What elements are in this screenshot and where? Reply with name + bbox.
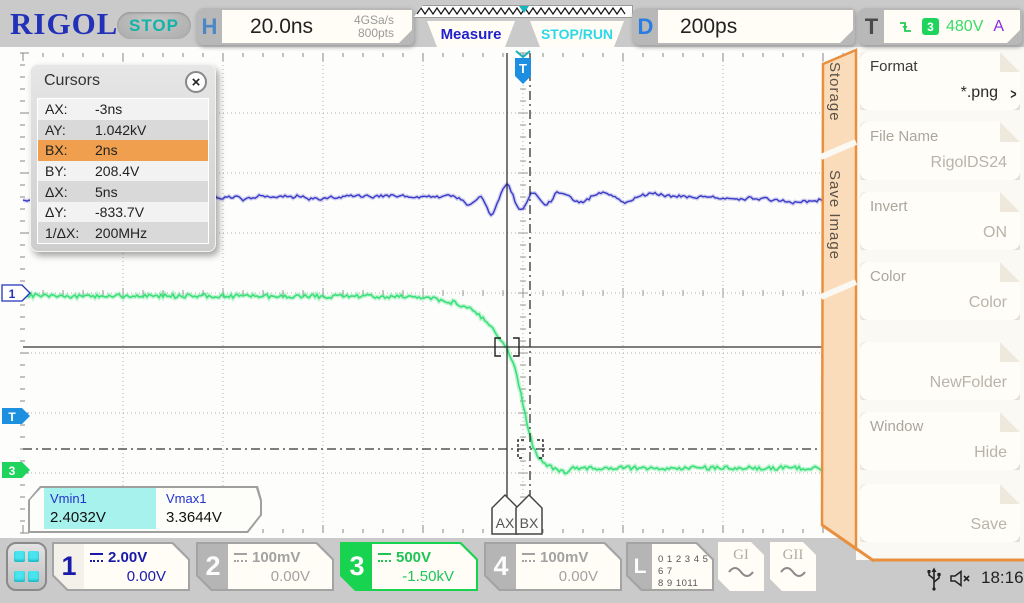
svg-text:T: T [519, 61, 527, 76]
logic-label: L [628, 544, 652, 589]
channel-2-badge[interactable]: 100mV 0.00V 2 [196, 542, 334, 591]
svg-text:T: T [8, 410, 16, 424]
sine-wave-icon [779, 564, 807, 578]
submenu-arrow-icon: > [1010, 86, 1017, 103]
cursor-b-bracket [517, 439, 544, 459]
channel-4-badge[interactable]: 100mV 0.00V 4 [484, 542, 622, 591]
dc-coupling-icon [234, 553, 247, 562]
generator-1-badge[interactable]: GI [718, 542, 764, 591]
tab-save-image[interactable]: Save Image [826, 170, 843, 261]
cursor-row-ax[interactable]: AX: -3ns [38, 99, 208, 120]
memory-position-bar[interactable] [413, 5, 633, 18]
channel-offset: 0.00V [270, 568, 310, 585]
clock: 18:16 [981, 568, 1024, 587]
falling-edge-trigger-icon [898, 19, 914, 35]
delay-value: 200ps [680, 14, 738, 38]
digital-channels-row2: 8 9 1011 12131415 [658, 578, 705, 601]
menu-button-newfolder[interactable]: NewFolder [860, 342, 1020, 400]
generator-2-badge[interactable]: GII [770, 542, 816, 591]
channel-1-badge[interactable]: 2.00V 0.00V 1 [52, 542, 190, 591]
cursor-ax-flag[interactable]: AX [491, 493, 519, 535]
menu-button-color[interactable]: Color Color [860, 262, 1020, 320]
channel-number: 3 [349, 551, 365, 581]
channel-scale: 100mV [252, 549, 301, 566]
cursor-row-by[interactable]: BY: 208.4V [38, 160, 208, 182]
usb-icon [927, 567, 941, 591]
tab-divider [819, 139, 858, 160]
horizontal-label: H [201, 13, 218, 39]
menu-button-invert[interactable]: Invert ON [860, 192, 1020, 250]
horizontal-settings-badge[interactable]: H 20.0ns 4GSa/s 800pts [196, 8, 414, 45]
channel-number: 1 [54, 544, 84, 589]
measurement-vmax[interactable]: Vmax1 3.3644V [166, 491, 222, 526]
close-icon[interactable]: × [185, 71, 207, 93]
svg-text:3: 3 [9, 464, 16, 478]
cursor-row-dx[interactable]: ΔX: 5ns [38, 181, 208, 202]
timebase-value: 20.0ns [250, 14, 314, 38]
digital-channels-row1: 0 1 2 3 4 5 6 7 [658, 554, 709, 577]
channel3-position-marker[interactable]: 3 [2, 462, 30, 478]
channel-scale: 500V [396, 549, 432, 566]
menu-icon [14, 551, 25, 562]
dc-coupling-icon [522, 553, 535, 562]
channel-offset: -1.50kV [402, 568, 454, 585]
trigger-source-chip: 3 [922, 18, 939, 35]
speaker-muted-icon [950, 570, 970, 587]
menu-button-window[interactable]: Window Hide [860, 412, 1020, 470]
cursor-a-bracket [494, 337, 520, 357]
measurement-vmin[interactable]: Vmin1 2.4032V [44, 488, 156, 529]
cursor-row-bx-selected[interactable]: BX: 2ns [38, 140, 208, 161]
channel-number: 2 [198, 544, 228, 589]
sample-rate: 4GSa/s 800pts [353, 12, 394, 40]
cursor-bx-flag[interactable]: BX [515, 493, 543, 535]
svg-text:BX: BX [520, 515, 539, 531]
cursors-readout: AX: -3ns AY: 1.042kV BX: 2ns BY: 208.4V ΔX: 5… [38, 99, 208, 244]
measurements-box: Vmin1 2.4032V Vmax1 3.3644V [28, 486, 262, 533]
run-status-badge: STOP [117, 12, 191, 39]
tab-divider [819, 279, 858, 300]
menu-button-file-name[interactable]: File Name RigolDS24 [860, 122, 1020, 180]
menu-icon [28, 551, 39, 562]
trigger-level-value: 480V [946, 17, 984, 35]
rigol-logo: RIGOL [10, 6, 119, 41]
menu-button-format[interactable]: Format *.png > [860, 52, 1020, 110]
trigger-settings-badge[interactable]: T 3 480V A [858, 8, 1022, 45]
cursor-row-dy[interactable]: ΔY: -833.7V [38, 201, 208, 223]
cursors-panel-title: Cursors [44, 72, 101, 89]
cursor-row-freq[interactable]: 1/ΔX: 200MHz [38, 222, 208, 244]
delay-settings-badge[interactable]: D 200ps [632, 8, 855, 45]
channel-scale: 100mV [540, 549, 589, 566]
menu-icon [14, 571, 25, 582]
menu-tab-strip [820, 48, 858, 552]
main-menu-button[interactable] [6, 542, 47, 591]
cursors-panel: Cursors × AX: -3ns AY: 1.042kV BX: 2ns BY: 2… [30, 64, 216, 252]
trigger-mode: A [993, 17, 1004, 35]
trigger-position-chevron-icon [515, 50, 531, 59]
trigger-label: T [864, 13, 879, 39]
channel-3-badge[interactable]: 500V -1.50kV 3 [340, 542, 478, 591]
channel-offset: 0.00V [126, 568, 166, 585]
logic-analyzer-badge[interactable]: 0 1 2 3 4 5 6 7 8 9 1011 12131415 L [626, 542, 714, 591]
svg-text:AX: AX [496, 515, 515, 531]
dc-coupling-icon [90, 553, 103, 562]
menu-button-save[interactable]: Save [860, 484, 1020, 542]
trigger-position-marker[interactable]: T [515, 58, 531, 84]
channel-scale: 2.00V [108, 549, 148, 566]
channel1-position-marker[interactable]: 1 [1, 284, 31, 302]
memory-trigger-indicator-icon [519, 6, 529, 13]
cursor-row-ay[interactable]: AY: 1.042kV [38, 119, 208, 141]
stop-run-button[interactable]: STOP/RUN [530, 21, 624, 47]
tab-storage[interactable]: Storage [826, 62, 843, 122]
channel-offset: 0.00V [558, 568, 598, 585]
menu-icon [28, 571, 39, 582]
dc-coupling-icon [378, 553, 391, 562]
svg-text:1: 1 [9, 287, 16, 301]
delay-label: D [637, 13, 654, 39]
channel-number: 4 [486, 544, 516, 589]
trigger-level-marker[interactable]: T [2, 408, 30, 424]
measure-button[interactable]: Measure [427, 21, 515, 47]
sine-wave-icon [727, 564, 755, 578]
